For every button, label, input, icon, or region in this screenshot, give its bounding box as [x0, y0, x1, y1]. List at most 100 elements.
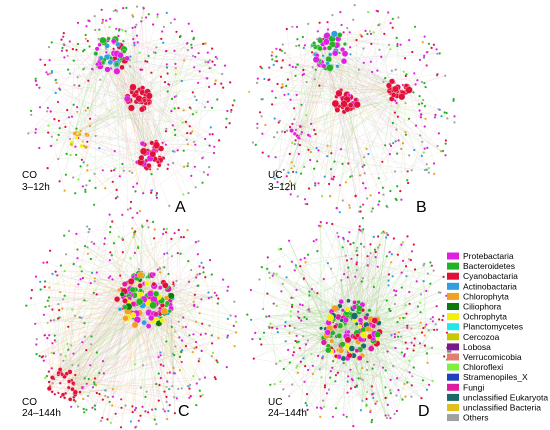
network-edge	[58, 318, 158, 374]
network-edge	[171, 109, 232, 112]
network-edge	[327, 63, 366, 189]
network-node	[72, 59, 75, 62]
network-node	[50, 144, 53, 147]
network-node	[113, 150, 116, 153]
network-edge	[82, 22, 172, 142]
network-node	[119, 291, 125, 297]
network-edge	[35, 36, 64, 79]
network-node	[150, 173, 153, 176]
network-node	[114, 167, 117, 170]
network-node	[394, 140, 397, 143]
network-node	[385, 416, 388, 420]
network-node	[154, 408, 157, 411]
network-edge	[51, 376, 173, 387]
network-edge	[49, 385, 76, 393]
network-node	[179, 350, 183, 353]
network-node	[129, 200, 133, 204]
network-node	[75, 48, 78, 51]
network-node	[46, 321, 49, 324]
legend-label: Bacteroidetes	[463, 261, 515, 271]
network-edge	[270, 323, 357, 387]
network-node	[210, 296, 213, 299]
network-edge	[51, 136, 65, 191]
network-node	[371, 367, 374, 370]
network-edge	[35, 129, 215, 154]
network-edge	[276, 239, 317, 329]
network-node	[358, 174, 362, 177]
network-edge	[296, 255, 346, 268]
network-node	[381, 366, 385, 369]
network-node	[395, 128, 398, 131]
network-node	[291, 354, 294, 357]
network-node	[152, 23, 155, 26]
network-edge	[42, 356, 52, 369]
network-node	[444, 154, 447, 157]
network-node	[316, 160, 319, 163]
network-node	[131, 171, 134, 174]
network-edge	[371, 259, 412, 320]
network-node	[57, 391, 60, 395]
network-node	[186, 165, 189, 168]
network-edge	[79, 352, 98, 393]
network-edge	[406, 49, 437, 91]
network-edge	[146, 283, 229, 287]
network-edge	[110, 252, 166, 286]
network-node	[176, 149, 179, 152]
network-node	[410, 327, 413, 330]
network-edge	[43, 353, 74, 361]
network-edge	[67, 343, 81, 393]
network-edge	[313, 42, 357, 101]
network-node	[221, 72, 224, 76]
network-edge	[40, 59, 158, 148]
network-node	[69, 142, 74, 147]
network-node	[341, 50, 349, 57]
network-edge	[295, 53, 346, 184]
network-node	[62, 298, 65, 301]
network-edge	[58, 275, 121, 372]
network-edge	[313, 44, 423, 157]
network-node	[85, 184, 88, 187]
network-edge	[408, 89, 423, 142]
network-node	[384, 386, 387, 389]
network-node	[202, 171, 206, 174]
network-node	[384, 144, 387, 147]
network-node	[284, 325, 287, 328]
network-node	[270, 54, 273, 57]
network-node	[412, 243, 415, 246]
legend-label: Cercozoa	[463, 332, 500, 342]
network-node	[326, 262, 329, 265]
network-node	[306, 408, 309, 411]
network-edge	[63, 32, 164, 159]
network-node	[122, 297, 128, 304]
network-node	[199, 395, 202, 398]
network-edge	[253, 358, 298, 366]
network-node	[300, 133, 303, 136]
network-edge	[86, 134, 138, 184]
network-node	[323, 386, 326, 389]
network-node	[385, 255, 388, 258]
network-node	[95, 391, 98, 395]
network-node	[70, 386, 75, 392]
network-node	[131, 26, 134, 29]
network-edge	[330, 317, 376, 404]
network-node	[194, 340, 198, 344]
network-node	[95, 293, 98, 296]
network-node	[256, 126, 259, 130]
network-node	[380, 232, 383, 235]
network-node	[352, 241, 355, 244]
network-node	[418, 58, 422, 62]
network-node	[210, 106, 214, 109]
network-edge	[133, 303, 194, 377]
network-node	[413, 148, 416, 152]
network-node	[86, 252, 89, 255]
network-node	[98, 28, 101, 31]
network-edge	[362, 295, 396, 311]
network-edges	[26, 214, 237, 428]
network-edge	[296, 60, 320, 136]
network-edge	[350, 317, 433, 370]
network-edge	[350, 345, 372, 389]
network-edge	[370, 333, 375, 413]
network-edge	[71, 59, 115, 143]
network-edge	[82, 348, 195, 389]
network-edge	[300, 254, 358, 260]
